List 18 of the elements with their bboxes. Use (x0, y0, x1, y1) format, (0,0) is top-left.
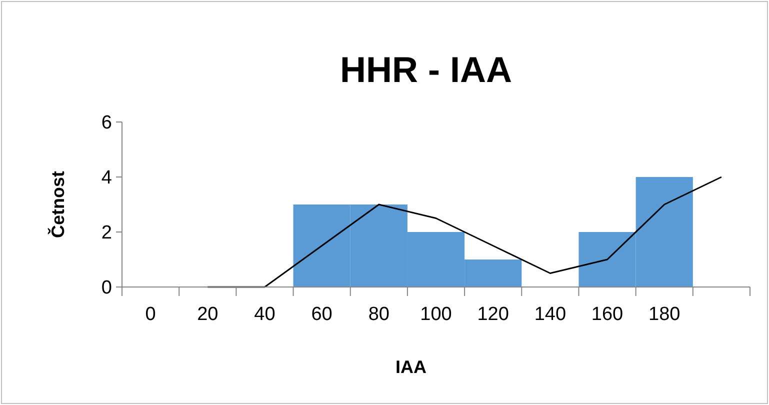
x-tick-label: 160 (591, 304, 624, 325)
x-tick-label: 40 (254, 304, 276, 325)
x-tick-label: 140 (534, 304, 566, 325)
line-series (206, 176, 722, 288)
x-tick-label: 80 (368, 304, 390, 325)
chart-title: HHR - IAA (340, 49, 512, 90)
x-tick-label: 0 (145, 304, 156, 325)
x-tick-label: 100 (420, 304, 452, 325)
y-axis-title: Četnost (47, 170, 68, 238)
x-tick-label: 60 (311, 304, 332, 325)
y-tick-label: 4 (101, 168, 112, 189)
x-tick-label: 20 (197, 304, 218, 325)
x-axis-title: IAA (396, 357, 426, 377)
y-tick-label: 2 (101, 222, 112, 244)
y-tick-label: 6 (101, 112, 112, 134)
x-tick-label: 180 (648, 304, 680, 325)
y-tick-label: 0 (101, 278, 112, 299)
x-tick-label: 120 (477, 304, 509, 325)
